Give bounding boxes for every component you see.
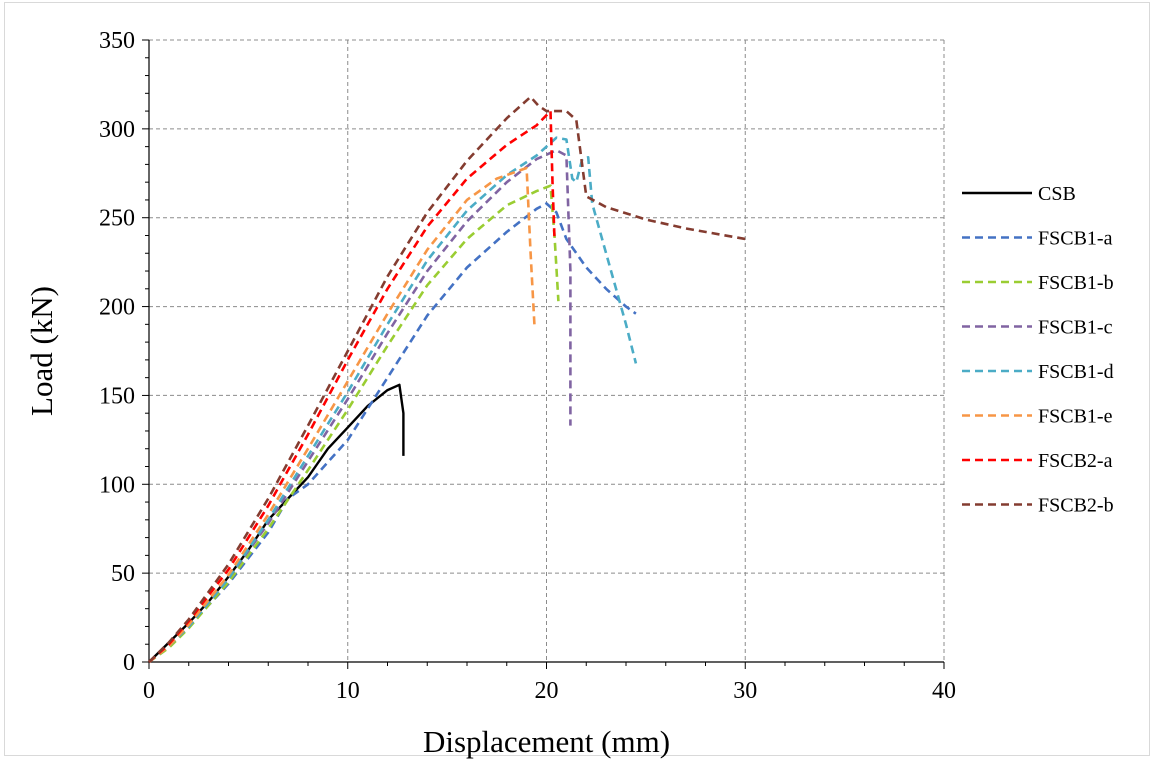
y-tick-label: 300 — [99, 117, 135, 143]
y-tick-label: 50 — [111, 561, 135, 587]
x-axis-title: Displacement (mm) — [423, 724, 670, 759]
x-tick-label: 20 — [535, 678, 559, 704]
x-tick-label: 40 — [932, 678, 956, 704]
legend-label: FSCB1-d — [1038, 361, 1114, 383]
series-line-fscb1-b — [148, 184, 560, 664]
y-axis-title: Load (kN) — [24, 286, 59, 416]
legend-label: FSCB1-e — [1038, 406, 1113, 428]
y-tick-label: 150 — [99, 383, 135, 409]
legend-label: FSCB2-b — [1038, 495, 1114, 517]
legend-label: FSCB2-a — [1038, 450, 1113, 472]
series-line-fscb2-b — [148, 95, 746, 663]
y-tick-label: 0 — [123, 650, 135, 676]
x-tick-label: 10 — [336, 678, 360, 704]
series-line-csb — [148, 383, 405, 663]
y-tick-label: 100 — [99, 472, 135, 498]
series-lines — [148, 95, 746, 664]
series-line-fscb1-d — [148, 136, 638, 664]
axes: 0 50 100 150 200 250 300 350 0 10 20 30 40 — [99, 28, 956, 704]
series-line-fscb2-a — [148, 109, 556, 663]
legend: CSB FSCB1-a FSCB1-b FSCB1-c FSCB1-d FSCB1-e FS… — [962, 183, 1114, 517]
y-tick-label: 350 — [99, 28, 135, 54]
x-tick-label: 30 — [733, 678, 757, 704]
legend-label: CSB — [1038, 183, 1076, 205]
axis-labels: Displacement (mm) Load (kN) — [24, 286, 670, 759]
y-tick-label: 200 — [99, 295, 135, 321]
legend-label: FSCB1-b — [1038, 272, 1114, 294]
x-tick-label: 0 — [143, 678, 155, 704]
series-line-fscb1-c — [148, 148, 572, 664]
series-line-fscb1-e — [148, 166, 536, 664]
legend-label: FSCB1-c — [1038, 317, 1113, 339]
legend-label: FSCB1-a — [1038, 228, 1113, 250]
chart-frame — [4, 2, 1150, 756]
y-tick-label: 250 — [99, 206, 135, 232]
grid — [149, 39, 945, 662]
series-line-fscb1-a — [148, 202, 637, 664]
